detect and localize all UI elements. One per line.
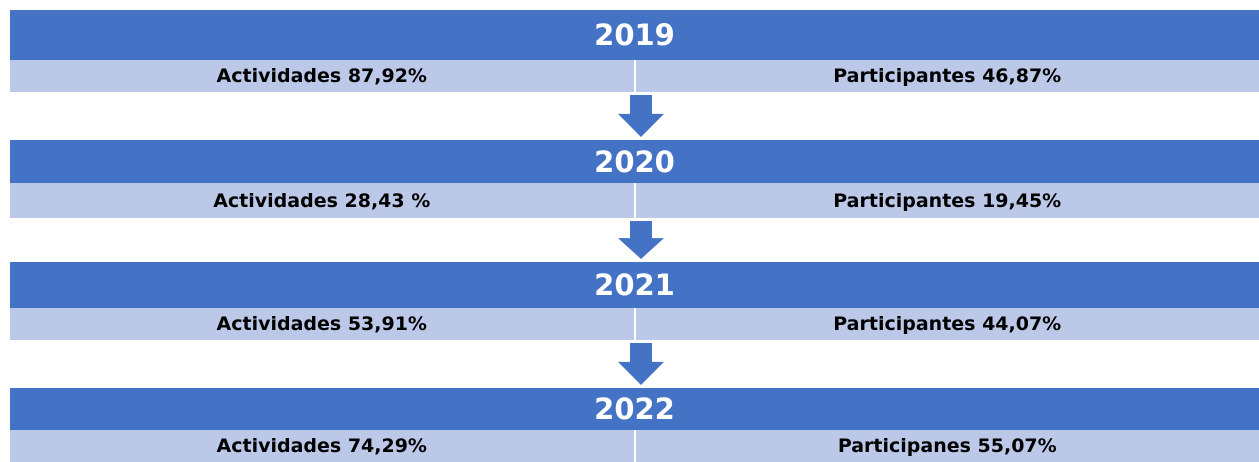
year-header: 2019 bbox=[10, 10, 1259, 60]
arrow-shape bbox=[618, 221, 664, 259]
participants-stat: Participanes 55,07% bbox=[636, 430, 1259, 462]
down-arrow bbox=[618, 343, 664, 385]
activities-stat: Actividades 74,29% bbox=[10, 430, 636, 462]
arrow-shape bbox=[618, 343, 664, 385]
stats-row: Actividades 74,29%Participanes 55,07% bbox=[10, 430, 1259, 462]
participants-stat: Participantes 44,07% bbox=[636, 308, 1259, 340]
down-arrow bbox=[618, 95, 664, 137]
down-arrow bbox=[618, 221, 664, 259]
year-header: 2022 bbox=[10, 388, 1259, 430]
stats-row: Actividades 87,92%Participantes 46,87% bbox=[10, 60, 1259, 92]
stats-row: Actividades 28,43 %Participantes 19,45% bbox=[10, 183, 1259, 218]
participants-stat: Participantes 46,87% bbox=[636, 60, 1259, 92]
activities-stat: Actividades 87,92% bbox=[10, 60, 636, 92]
year-header: 2021 bbox=[10, 262, 1259, 308]
year-header: 2020 bbox=[10, 140, 1259, 183]
stats-row: Actividades 53,91%Participantes 44,07% bbox=[10, 308, 1259, 340]
activities-stat: Actividades 28,43 % bbox=[10, 183, 636, 218]
participants-stat: Participantes 19,45% bbox=[636, 183, 1259, 218]
activities-stat: Actividades 53,91% bbox=[10, 308, 636, 340]
arrow-shape bbox=[618, 95, 664, 137]
